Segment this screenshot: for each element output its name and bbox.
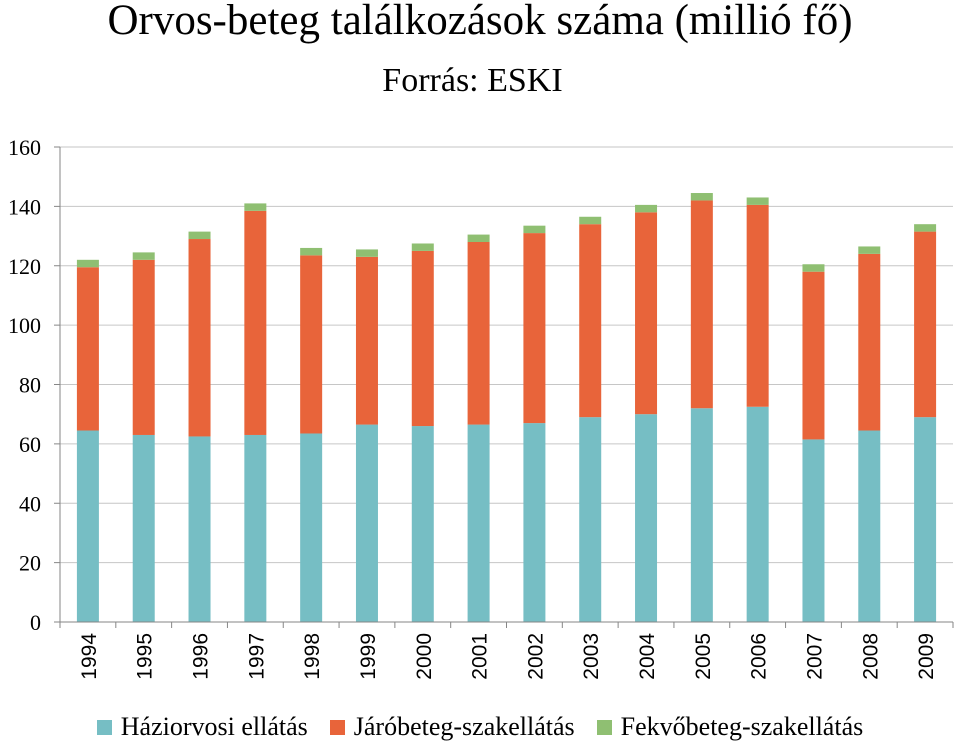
x-axis-ticks: 1994 1995 1996 1997 1998 1999 2000 2001 2002 2003… — [78, 633, 938, 680]
x-tick-label: 1994 — [78, 633, 101, 680]
x-tick-label: 2002 — [524, 633, 547, 680]
bar-segment-2000 — [411, 250, 434, 427]
legend: Háziorvosi ellátás Járóbeteg-szakellátás F… — [0, 712, 960, 742]
y-tick-label: 60 — [19, 432, 41, 457]
x-tick-label: 1996 — [190, 633, 213, 680]
y-tick-label: 80 — [19, 373, 41, 398]
x-tick-label: 2005 — [692, 633, 715, 680]
chart-title: Orvos-beteg találkozások száma (millió f… — [107, 0, 853, 44]
y-tick-label: 160 — [8, 135, 41, 160]
bar-segment-1994 — [76, 259, 99, 268]
bar-segment-2008 — [858, 430, 881, 622]
bar-segment-2001 — [467, 424, 490, 622]
bar-segment-2006 — [746, 406, 769, 622]
bar-segment-1996 — [188, 239, 211, 437]
bar-segment-1999 — [355, 424, 378, 622]
y-tick-label: 40 — [19, 491, 41, 516]
bar-segment-1997 — [244, 210, 267, 435]
legend-label: Fekvőbeteg-szakellátás — [620, 712, 864, 741]
bar-segment-2000 — [411, 426, 434, 622]
bar-segment-1995 — [132, 252, 155, 260]
y-tick-label: 100 — [8, 313, 41, 338]
bar-segment-1997 — [244, 434, 267, 622]
bar-segment-2007 — [802, 271, 825, 440]
bar-segment-2004 — [635, 204, 658, 213]
bar-segment-1994 — [76, 267, 99, 431]
bar-segment-1999 — [355, 249, 378, 257]
bar-segment-2008 — [858, 246, 881, 254]
bar-segment-2001 — [467, 234, 490, 242]
x-tick-label: 1998 — [301, 633, 324, 680]
legend-swatch — [96, 719, 112, 735]
bar-segment-2006 — [746, 197, 769, 205]
bars — [76, 193, 937, 622]
bar-segment-1998 — [300, 255, 323, 434]
chart-subtitle: Forrás: ESKI — [382, 62, 563, 99]
bar-segment-2009 — [914, 417, 937, 622]
legend-swatch — [596, 719, 612, 735]
y-tick-label: 120 — [8, 254, 41, 279]
legend-item: Fekvőbeteg-szakellátás — [596, 712, 864, 742]
y-tick-label: 0 — [30, 610, 41, 635]
legend-label: Háziorvosi ellátás — [120, 712, 308, 741]
bar-segment-2008 — [858, 253, 881, 431]
x-tick-label: 2007 — [803, 633, 826, 680]
y-axis-ticks: 0 20 40 60 80 100 120 140 160 — [8, 135, 60, 635]
x-tick-label: 2000 — [413, 633, 436, 680]
x-tick-label: 2006 — [748, 633, 771, 680]
x-tick-label: 2009 — [915, 633, 938, 680]
x-tick-label: 2008 — [859, 633, 882, 680]
y-tick-label: 20 — [19, 551, 41, 576]
bar-segment-2002 — [523, 423, 546, 622]
bar-segment-1998 — [300, 433, 323, 622]
bar-segment-2004 — [635, 414, 658, 622]
x-tick-label: 2004 — [636, 633, 659, 680]
x-tick-label: 2001 — [469, 633, 492, 680]
bar-segment-2009 — [914, 231, 937, 418]
bar-segment-2001 — [467, 242, 490, 425]
bar-segment-1995 — [132, 434, 155, 622]
bar-segment-2003 — [579, 216, 602, 225]
bar-segment-1994 — [76, 430, 99, 622]
bar-segment-2006 — [746, 204, 769, 407]
bar-segment-2003 — [579, 224, 602, 418]
bar-segment-2005 — [690, 408, 713, 622]
y-tick-label: 140 — [8, 194, 41, 219]
bar-segment-2002 — [523, 233, 546, 424]
bar-segment-2002 — [523, 225, 546, 234]
bar-segment-1997 — [244, 203, 267, 211]
x-tick-label: 1997 — [245, 633, 268, 680]
legend-swatch — [329, 719, 345, 735]
x-tick-label: 1995 — [134, 633, 157, 680]
bar-segment-2005 — [690, 193, 713, 201]
bar-segment-1998 — [300, 247, 323, 256]
x-tick-label: 2003 — [580, 633, 603, 680]
bar-segment-1999 — [355, 256, 378, 425]
legend-item: Járóbeteg-szakellátás — [329, 712, 575, 742]
bar-segment-1995 — [132, 259, 155, 435]
bar-segment-2009 — [914, 224, 937, 232]
bar-segment-2003 — [579, 417, 602, 622]
bar-segment-2007 — [802, 439, 825, 622]
bar-segment-2005 — [690, 200, 713, 409]
legend-label: Járóbeteg-szakellátás — [353, 712, 575, 741]
bar-segment-1996 — [188, 231, 211, 240]
bar-segment-2004 — [635, 212, 658, 415]
x-tick-label: 1999 — [357, 633, 380, 680]
bar-segment-1996 — [188, 436, 211, 622]
bar-segment-2007 — [802, 264, 825, 272]
bar-segment-2000 — [411, 243, 434, 251]
legend-item: Háziorvosi ellátás — [96, 712, 308, 742]
